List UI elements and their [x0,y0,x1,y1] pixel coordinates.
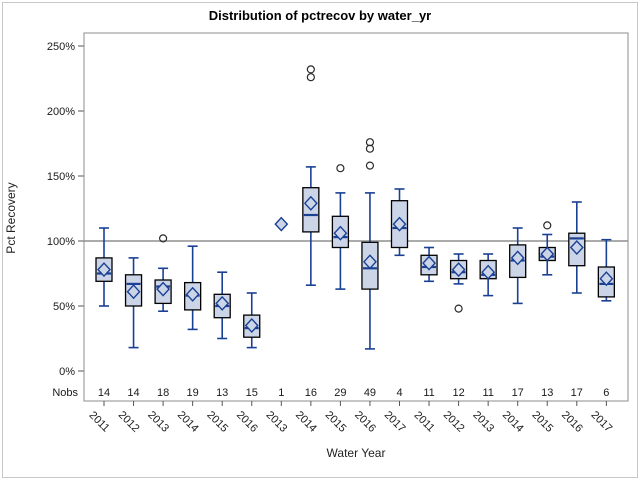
y-tick-label: 100% [47,236,75,248]
x-tick-label-year: 2015 [529,409,555,435]
nobs-value: 13 [541,387,553,399]
y-tick-label: 50% [53,301,75,313]
nobs-value: 14 [98,387,110,399]
boxplot-2015-8 [331,164,350,290]
mean-diamond [392,216,407,232]
boxplot-2013-6 [274,216,289,232]
mean-diamond [215,295,230,311]
outlier-point [336,164,345,173]
nobs-value: 17 [512,387,524,399]
boxplot-2013-13 [479,253,497,297]
x-tick-label-year: 2016 [559,409,585,435]
mean-diamond [185,286,200,302]
outlier-point [365,161,375,170]
nobs-value: 19 [187,387,199,399]
outlier-point [306,65,315,74]
y-tick-label: 200% [47,106,75,118]
x-tick-label-year: 2016 [352,409,378,435]
y-tick-label: 150% [47,171,75,183]
mean-diamond [333,225,348,241]
mean-diamond [569,239,584,256]
x-tick-label-year: 2013 [145,409,171,435]
mean-diamond [599,271,614,287]
boxplot-2014-3 [183,245,202,331]
boxplot-2013-2 [154,234,172,313]
nobs-value: 12 [452,387,464,399]
nobs-value: 14 [127,387,139,399]
mean-diamond [422,255,437,271]
x-tick-label-year: 2011 [87,409,112,434]
mean-diamond [481,264,496,280]
boxplot-2015-15 [538,221,556,276]
x-axis-title: Water Year [326,446,386,460]
nobs-value: 49 [364,387,376,399]
boxplot-2011-0 [95,227,113,307]
mean-diamond [540,246,555,262]
x-tick-label-year: 2017 [589,409,615,435]
mean-diamond [362,254,377,270]
x-tick-label-year: 2014 [175,409,201,435]
boxplot-2012-1 [124,257,143,349]
boxplot-2016-5 [243,292,261,349]
nobs-label: Nobs [52,387,78,399]
boxplot-2014-14 [509,227,527,305]
x-tick-label-year: 2012 [441,409,467,435]
mean-diamond [156,281,171,297]
outlier-point [159,234,168,243]
boxplot-2014-7 [302,65,320,287]
nobs-value: 13 [216,387,228,399]
boxplot-2016-9 [361,138,379,350]
nobs-value: 16 [305,387,317,399]
x-tick-label-year: 2014 [500,409,526,435]
nobs-value: 17 [571,387,583,399]
outlier-point [454,304,463,313]
boxplot-2012-12 [449,253,468,313]
x-tick-label-year: 2013 [470,409,496,435]
mean-diamond [244,317,259,334]
nobs-value: 11 [423,387,434,399]
mean-diamond [274,216,289,232]
mean-diamond [97,262,111,278]
nobs-value: 1 [278,387,284,399]
x-tick-label-year: 2012 [116,409,142,435]
boxplot-2017-17 [597,238,615,302]
mean-diamond [510,250,525,266]
nobs-value: 6 [603,387,609,399]
boxplot-2017-10 [390,188,409,257]
x-tick-label-year: 2017 [382,409,408,435]
outlier-point [365,138,375,147]
mean-diamond [451,262,466,278]
x-tick-label-year: 2015 [323,409,349,435]
nobs-value: 18 [157,387,169,399]
mean-diamond [126,284,141,300]
x-tick-label-year: 2011 [412,409,437,434]
x-tick-label-year: 2015 [204,409,230,435]
outlier-point [306,73,315,82]
y-tick-label: 250% [47,41,75,53]
x-tick-label-year: 2014 [293,409,319,435]
boxplot-2015-4 [213,271,231,340]
mean-diamond [303,195,318,211]
boxplot-2011-11 [420,246,438,283]
x-tick-label-year: 2013 [264,409,290,435]
plot-frame [83,32,629,402]
x-tick-label-year: 2016 [234,409,260,435]
nobs-value: 11 [482,387,493,399]
outlier-point [543,221,552,230]
chart-title: Distribution of pctrecov by water_yr [208,8,432,23]
boxplot-2016-16 [568,201,586,294]
y-tick-label: 0% [59,366,75,378]
nobs-value: 4 [396,387,402,399]
nobs-value: 29 [334,387,346,399]
nobs-value: 15 [246,387,258,399]
